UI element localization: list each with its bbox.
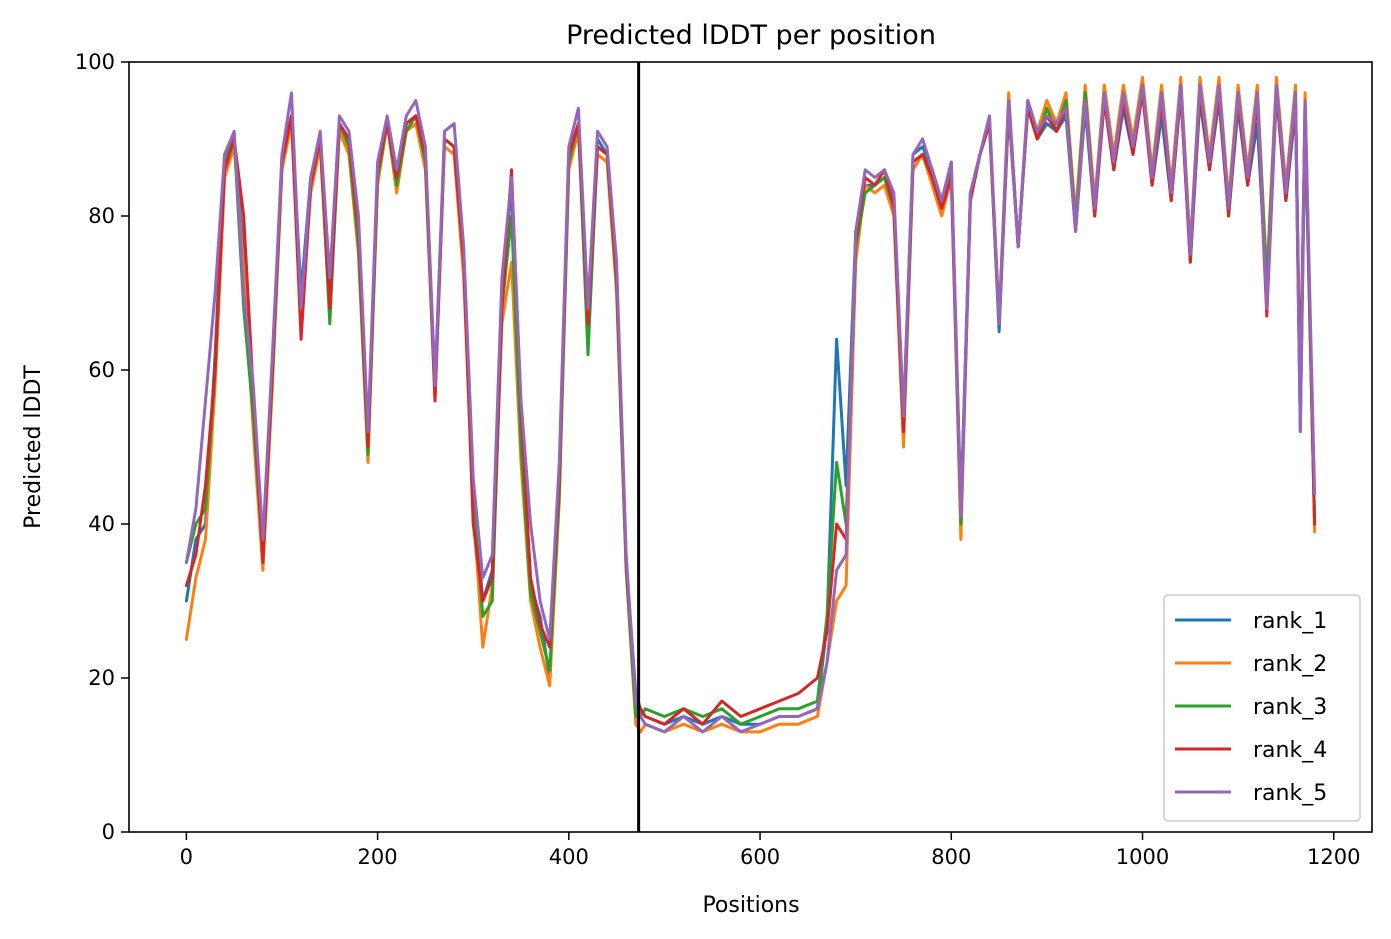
legend: rank_1 rank_2 rank_3 rank_4 rank_5 [1163, 594, 1361, 822]
y-tick-label: 40 [88, 512, 115, 536]
y-tick-label: 20 [88, 666, 115, 690]
legend-label-rank-2: rank_2 [1253, 652, 1327, 677]
y-axis-label: Predicted lDDT [21, 365, 46, 529]
legend-label-rank-3: rank_3 [1253, 695, 1327, 720]
x-axis-label: Positions [702, 893, 799, 918]
chart-title: Predicted lDDT per position [566, 20, 936, 51]
y-tick-label: 100 [75, 50, 115, 74]
plot-frame [128, 61, 1373, 833]
y-tick-label: 60 [88, 358, 115, 382]
series-line-rank-5 [184, 83, 1317, 734]
series-layer [184, 75, 1317, 734]
series-line-rank-2 [184, 75, 1317, 734]
legend-label-rank-1: rank_1 [1253, 609, 1327, 634]
x-tick-label: 1200 [1307, 845, 1360, 869]
y-tick-label: 0 [102, 820, 115, 844]
ticks-layer: 0 200 400 600 800 1000 1200 0 20 40 60 80 100 [75, 50, 1361, 869]
x-tick-label: 0 [180, 845, 193, 869]
x-tick-label: 800 [931, 845, 971, 869]
x-tick-label: 400 [549, 845, 589, 869]
x-tick-label: 1000 [1116, 845, 1169, 869]
x-tick-label: 600 [740, 845, 780, 869]
y-tick-label: 80 [88, 204, 115, 228]
legend-box [1163, 594, 1361, 822]
legend-label-rank-4: rank_4 [1253, 738, 1327, 763]
legend-label-rank-5: rank_5 [1253, 781, 1327, 806]
x-tick-label: 200 [358, 845, 398, 869]
